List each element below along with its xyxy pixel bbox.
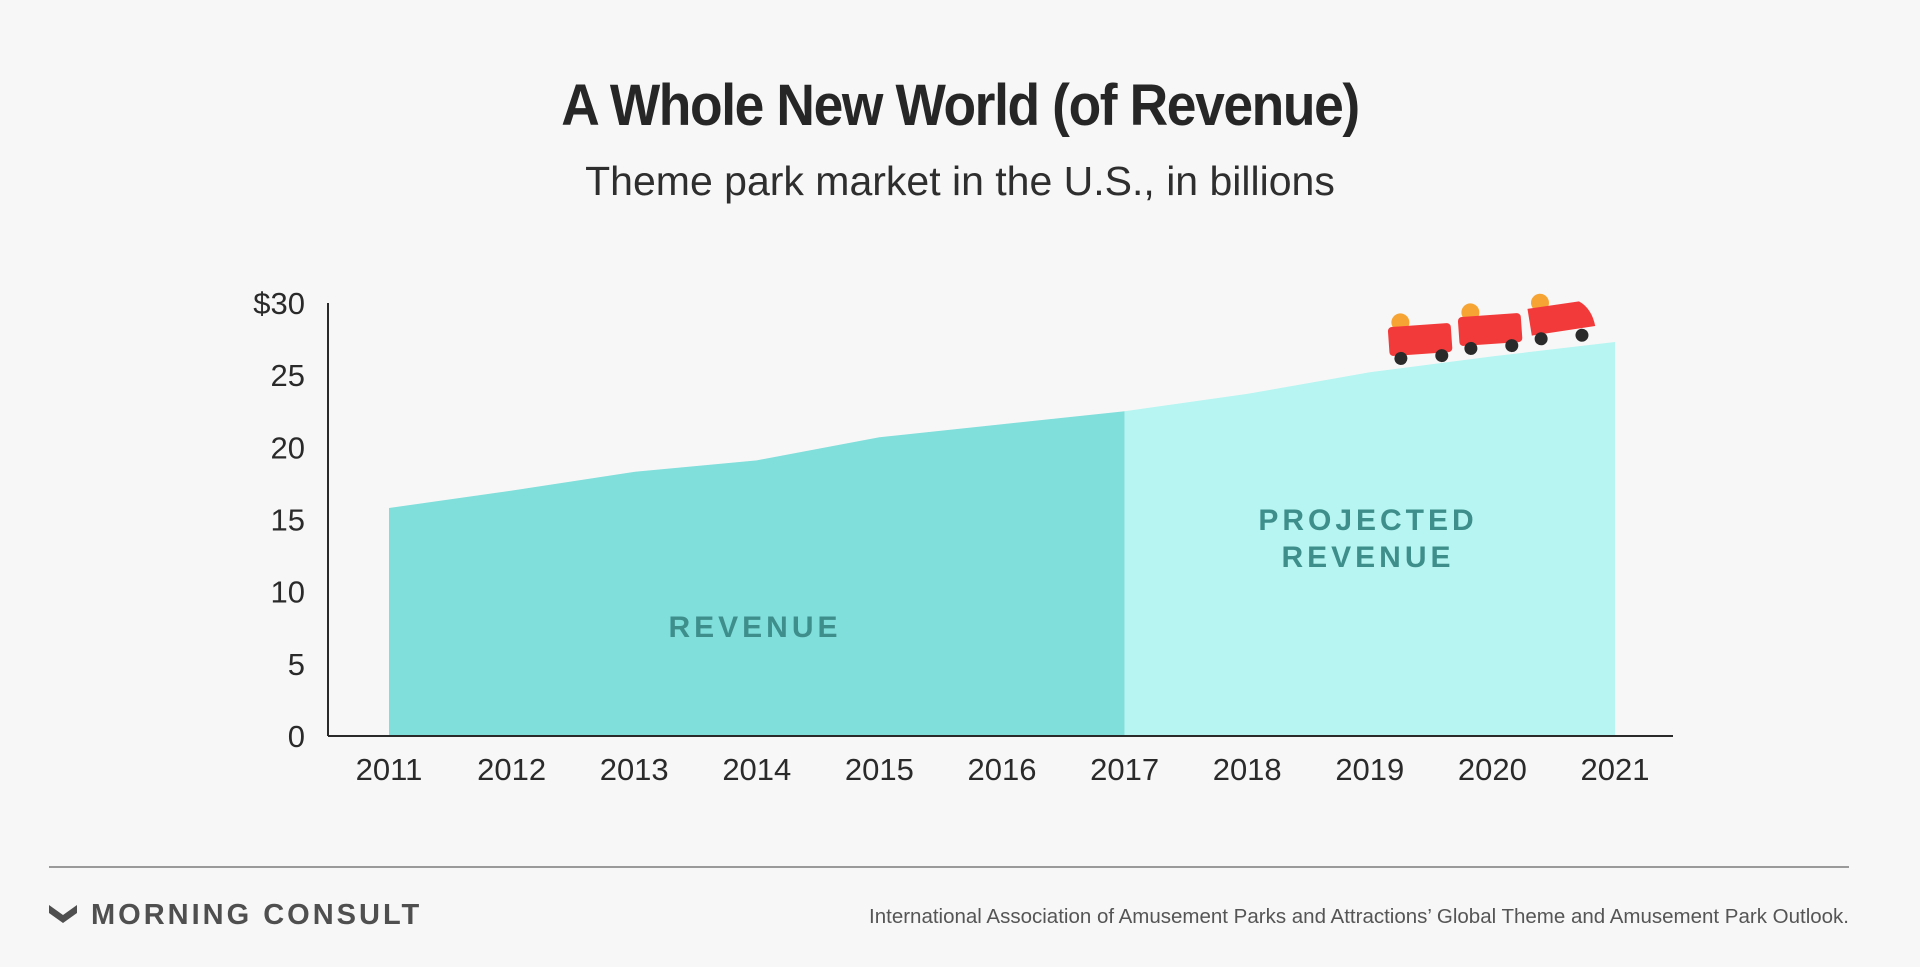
y-tick-label: 25 — [271, 358, 305, 393]
x-tick-label: 2021 — [1581, 752, 1650, 787]
revenue-label: REVENUE — [668, 611, 841, 644]
brand-name: MORNING CONSULT — [91, 898, 423, 931]
chart-axes — [327, 303, 1673, 737]
chart-subtitle: Theme park market in the U.S., in billio… — [585, 158, 1335, 204]
region-labels: REVENUE PROJECTED REVENUE — [668, 504, 1477, 644]
x-tick-label: 2014 — [722, 752, 791, 787]
brand-logo-block: MORNING CONSULT — [49, 897, 422, 933]
y-tick-label: 10 — [271, 575, 305, 610]
coaster-car-body — [1457, 313, 1523, 346]
x-axis-ticks: 2011 2012 2013 2014 2015 2016 2017 2018 2019 2020… — [356, 752, 1650, 787]
x-tick-label: 2011 — [356, 752, 423, 787]
area-series-projected-revenue — [1124, 341, 1615, 736]
footer-divider — [49, 866, 1849, 868]
source-note: International Association of Amusement P… — [869, 905, 1849, 928]
coaster-wheel — [1464, 341, 1478, 355]
x-tick-label: 2018 — [1213, 752, 1282, 787]
coaster-wheel — [1394, 351, 1408, 365]
y-tick-label: 5 — [288, 647, 305, 682]
morning-consult-chevron-icon — [49, 905, 77, 923]
coaster-car-body — [1387, 323, 1453, 356]
chart-title: A Whole New World (of Revenue) — [561, 73, 1360, 138]
x-tick-label: 2020 — [1458, 752, 1527, 787]
y-tick-label: $30 — [253, 286, 305, 321]
x-tick-label: 2019 — [1335, 752, 1404, 787]
x-tick-label: 2017 — [1090, 752, 1159, 787]
coaster-wheel — [1505, 339, 1519, 353]
chart-areas — [389, 341, 1615, 736]
coaster-wheel — [1575, 328, 1589, 342]
roller-coaster-icon — [1387, 293, 1596, 365]
x-tick-label: 2013 — [600, 752, 669, 787]
y-tick-label: 0 — [288, 719, 305, 754]
coaster-car — [1527, 293, 1596, 346]
coaster-wheel — [1534, 332, 1548, 346]
x-tick-label: 2016 — [968, 752, 1037, 787]
coaster-wheel — [1435, 349, 1449, 363]
area-series-revenue — [389, 411, 1125, 736]
x-tick-label: 2012 — [477, 752, 546, 787]
coaster-car-body — [1527, 301, 1596, 336]
y-tick-label: 15 — [271, 503, 305, 538]
coaster-car — [1387, 313, 1453, 365]
x-tick-label: 2015 — [845, 752, 914, 787]
coaster-car — [1457, 303, 1523, 355]
projected-revenue-label: PROJECTED REVENUE — [1258, 504, 1477, 574]
y-axis-ticks: $30 25 20 15 10 5 0 — [253, 286, 305, 754]
y-tick-label: 20 — [271, 430, 305, 465]
